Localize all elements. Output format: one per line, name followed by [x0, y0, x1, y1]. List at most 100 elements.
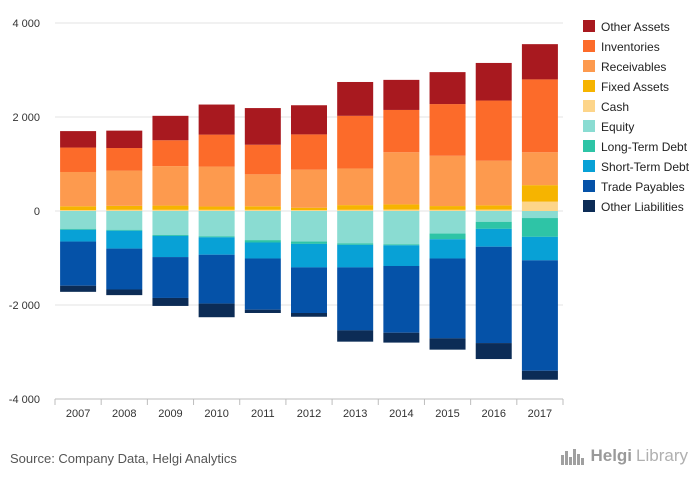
bar-segment — [60, 229, 97, 242]
bar-segment — [152, 209, 189, 211]
bar-segment — [521, 152, 558, 186]
bar-segment — [60, 285, 97, 292]
bar-segment — [383, 204, 420, 210]
y-tick-label: -2 000 — [9, 300, 40, 312]
bar-segment — [198, 134, 235, 167]
bar-segment — [198, 236, 235, 238]
axes: 4 000 2 000 0 -2 000 -4 000 2007 2008 2009 2010 2… — [9, 18, 564, 420]
legend-label: Other Assets — [601, 20, 670, 34]
bar-segment — [60, 241, 97, 286]
bar-segment — [106, 248, 143, 290]
bar-segment — [475, 228, 512, 247]
bar-segment — [244, 211, 281, 241]
bar-segment — [244, 108, 281, 145]
bar-segment — [383, 152, 420, 205]
legend-swatch — [583, 200, 595, 212]
legend-swatch — [583, 180, 595, 192]
legend-label: Short-Term Debt — [601, 160, 690, 174]
x-tick-label: 2014 — [389, 408, 413, 420]
bar-segment — [60, 210, 97, 211]
legend-label: Inventories — [601, 40, 660, 54]
bar-segment — [106, 130, 143, 149]
x-tick-label: 2011 — [251, 408, 275, 420]
bar-segment — [152, 205, 189, 210]
bar-segment — [337, 330, 374, 342]
bar-segment — [152, 257, 189, 298]
x-tick-label: 2007 — [66, 408, 90, 420]
y-tick-label: 0 — [34, 206, 40, 218]
legend-swatch — [583, 60, 595, 72]
bar-segment — [475, 209, 512, 211]
bar-segment — [383, 265, 420, 333]
bar-segment — [291, 207, 327, 211]
bar-segment — [106, 289, 143, 296]
y-tick-label: -4 000 — [9, 394, 40, 406]
bar-segment — [337, 168, 374, 206]
bar-segment — [60, 206, 97, 211]
bar-segment — [244, 209, 281, 211]
bar-segment — [152, 234, 189, 236]
y-tick-label: 2 000 — [12, 112, 40, 124]
bar-segment — [337, 115, 374, 169]
bar-segment — [521, 236, 558, 261]
bar-segment — [291, 210, 327, 211]
legend-swatch — [583, 120, 595, 132]
bar-segment — [475, 205, 512, 210]
bar-segment — [244, 144, 281, 175]
x-tick-label: 2016 — [481, 408, 505, 420]
bar-segment — [152, 211, 189, 235]
x-tick-label: 2010 — [204, 408, 228, 420]
bar-segment — [429, 211, 466, 234]
bar-segment — [429, 209, 466, 211]
bar-segment — [244, 258, 281, 310]
brand-logo: Helgi Library — [560, 446, 688, 466]
bar-segment — [337, 81, 374, 116]
bar-segment — [337, 243, 374, 245]
legend-swatch — [583, 20, 595, 32]
bar-segment — [106, 170, 143, 206]
bar-segment — [475, 221, 512, 229]
bar-segment — [383, 244, 420, 246]
bar-segment — [521, 218, 558, 237]
bar-segment — [152, 166, 189, 206]
bar-segment — [521, 79, 558, 153]
bar-segment — [429, 72, 466, 105]
bar-segment — [383, 211, 420, 245]
legend-label: Other Liabilities — [601, 200, 684, 214]
bar-segment — [429, 338, 466, 350]
bar-segment — [60, 171, 97, 207]
bar-segment — [291, 134, 327, 170]
bar-segment — [152, 297, 189, 306]
legend-swatch — [583, 100, 595, 112]
bar-segment — [521, 260, 558, 371]
bar-segment — [198, 237, 235, 255]
bar-segment — [198, 254, 235, 304]
bar-segment — [429, 233, 466, 240]
bar-segment — [429, 104, 466, 156]
bar-segment — [106, 230, 143, 249]
bar-segment — [60, 147, 97, 172]
legend-swatch — [583, 80, 595, 92]
bar-segment — [521, 211, 558, 219]
stacked-bar-chart: 4 000 2 000 0 -2 000 -4 000 2007 2008 2009 2010 2… — [9, 18, 690, 420]
city-skyline-icon — [561, 449, 585, 465]
bar-segment — [291, 243, 327, 268]
bar-segment — [475, 211, 512, 222]
bar-segment — [198, 303, 235, 318]
legend-label: Fixed Assets — [601, 80, 669, 94]
bar-segment — [291, 312, 327, 317]
bar-segment — [429, 206, 466, 210]
bar-segment — [60, 211, 97, 229]
bar-segment — [429, 239, 466, 259]
bar-segment — [198, 166, 235, 207]
x-tick-label: 2012 — [297, 408, 321, 420]
bar-segment — [106, 229, 143, 231]
bar-segment — [337, 267, 374, 331]
bar-segment — [291, 105, 327, 135]
brand-name-part1: Helgi — [590, 446, 633, 465]
legend-swatch — [583, 160, 595, 172]
bar-segment — [291, 267, 327, 313]
bar-segment — [521, 201, 558, 211]
bars — [60, 44, 558, 380]
